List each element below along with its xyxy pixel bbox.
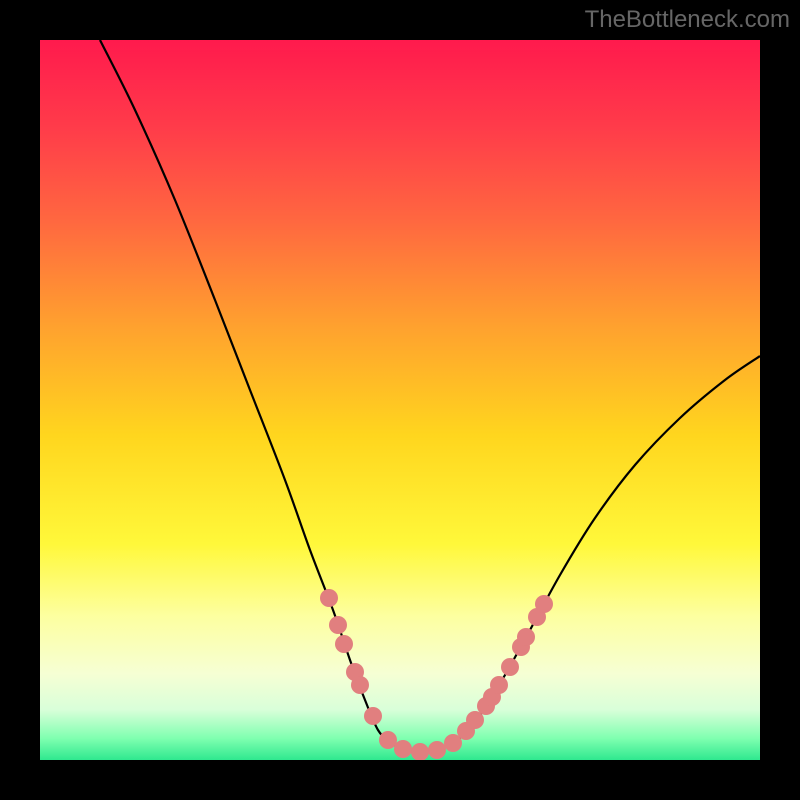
- plot-svg: [40, 40, 760, 760]
- plot-area: [40, 40, 760, 760]
- gradient-background: [40, 40, 760, 760]
- chart-frame: TheBottleneck.com: [0, 0, 800, 800]
- data-marker: [428, 741, 446, 759]
- data-marker: [466, 711, 484, 729]
- data-marker: [329, 616, 347, 634]
- data-marker: [501, 658, 519, 676]
- data-marker: [517, 628, 535, 646]
- data-marker: [535, 595, 553, 613]
- watermark-text: TheBottleneck.com: [585, 6, 790, 34]
- data-marker: [335, 635, 353, 653]
- data-marker: [364, 707, 382, 725]
- data-marker: [490, 676, 508, 694]
- data-marker: [351, 676, 369, 694]
- data-marker: [320, 589, 338, 607]
- data-marker: [394, 740, 412, 758]
- data-marker: [379, 731, 397, 749]
